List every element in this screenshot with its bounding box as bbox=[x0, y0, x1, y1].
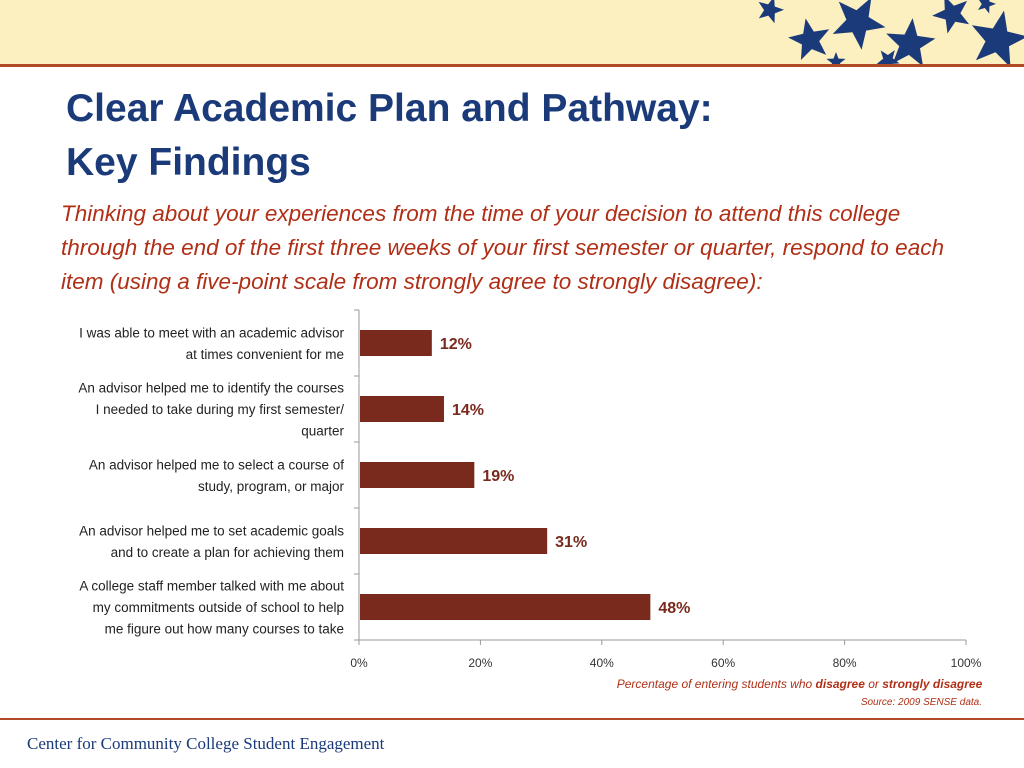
star-icon bbox=[826, 52, 846, 64]
source-note: Source: 2009 SENSE data. bbox=[860, 697, 982, 708]
category-label-line: study, program, or major bbox=[198, 479, 345, 494]
category-label-line: An advisor helped me to select a course … bbox=[89, 457, 344, 472]
slide-title-line-1: Clear Academic Plan and Pathway: bbox=[66, 87, 713, 130]
category-label-line: I needed to take during my first semeste… bbox=[96, 402, 345, 417]
star-icon bbox=[978, 0, 996, 14]
footer-text: Center for Community College Student Eng… bbox=[27, 734, 385, 753]
category-label: An advisor helped me to identify the cou… bbox=[78, 381, 344, 439]
category-label-line: and to create a plan for achieving them bbox=[111, 545, 344, 560]
bar bbox=[360, 462, 475, 488]
stars-decoration-icon bbox=[758, 0, 1024, 64]
category-label: An advisor helped me to select a course … bbox=[89, 457, 345, 494]
bar bbox=[360, 396, 444, 422]
bar-value-label: 14% bbox=[452, 402, 484, 419]
category-label: An advisor helped me to set academic goa… bbox=[79, 523, 344, 560]
star-icon bbox=[932, 0, 970, 34]
x-tick-label: 0% bbox=[350, 656, 368, 670]
category-label-line: I was able to meet with an academic advi… bbox=[79, 325, 344, 340]
category-label-line: me figure out how many courses to take bbox=[105, 622, 344, 637]
star-icon bbox=[971, 10, 1024, 64]
bar-value-label: 19% bbox=[482, 468, 514, 485]
category-label: I was able to meet with an academic advi… bbox=[79, 325, 344, 362]
x-axis-label-part: Percentage of entering students who bbox=[617, 677, 816, 691]
bar-chart: 0% 20% 40% 60% 80% 100% 12% I was able to meet … bbox=[78, 309, 983, 691]
survey-question: Thinking about your experiences from the… bbox=[61, 201, 944, 294]
x-tick-label: 40% bbox=[590, 656, 614, 670]
category-label-line: A college staff member talked with me ab… bbox=[79, 579, 344, 594]
bar bbox=[360, 594, 651, 620]
x-axis-label: Percentage of entering students who disa… bbox=[617, 677, 983, 691]
bar bbox=[360, 528, 548, 554]
bar-value-label: 48% bbox=[658, 600, 690, 617]
header-rule bbox=[0, 64, 1024, 67]
category-label-line: my commitments outside of school to help bbox=[93, 600, 344, 615]
x-tick-label: 80% bbox=[833, 656, 857, 670]
slide-title: Clear Academic Plan and Pathway: Key Fin… bbox=[66, 82, 713, 190]
category-label: A college staff member talked with me ab… bbox=[79, 579, 344, 637]
x-axis-label-part: strongly disagree bbox=[882, 677, 982, 691]
category-label-line: at times convenient for me bbox=[186, 347, 344, 362]
star-icon bbox=[876, 50, 900, 64]
star-icon bbox=[758, 0, 784, 24]
star-icon bbox=[886, 18, 936, 64]
x-tick-label: 100% bbox=[951, 656, 982, 670]
category-label-line: An advisor helped me to set academic goa… bbox=[79, 523, 344, 538]
bar bbox=[360, 330, 432, 356]
star-icon bbox=[832, 0, 886, 50]
star-icon bbox=[788, 18, 830, 60]
category-label-line: quarter bbox=[301, 424, 344, 439]
bar-value-label: 12% bbox=[440, 336, 472, 353]
footer-rule bbox=[0, 718, 1024, 720]
bar-value-label: 31% bbox=[555, 534, 587, 551]
x-axis-label-part: disagree bbox=[816, 677, 866, 691]
x-axis-label-part: or bbox=[865, 677, 882, 691]
x-tick-label: 60% bbox=[711, 656, 735, 670]
slide-title-line-2: Key Findings bbox=[66, 141, 311, 184]
x-tick-label: 20% bbox=[468, 656, 492, 670]
category-label-line: An advisor helped me to identify the cou… bbox=[78, 381, 344, 396]
